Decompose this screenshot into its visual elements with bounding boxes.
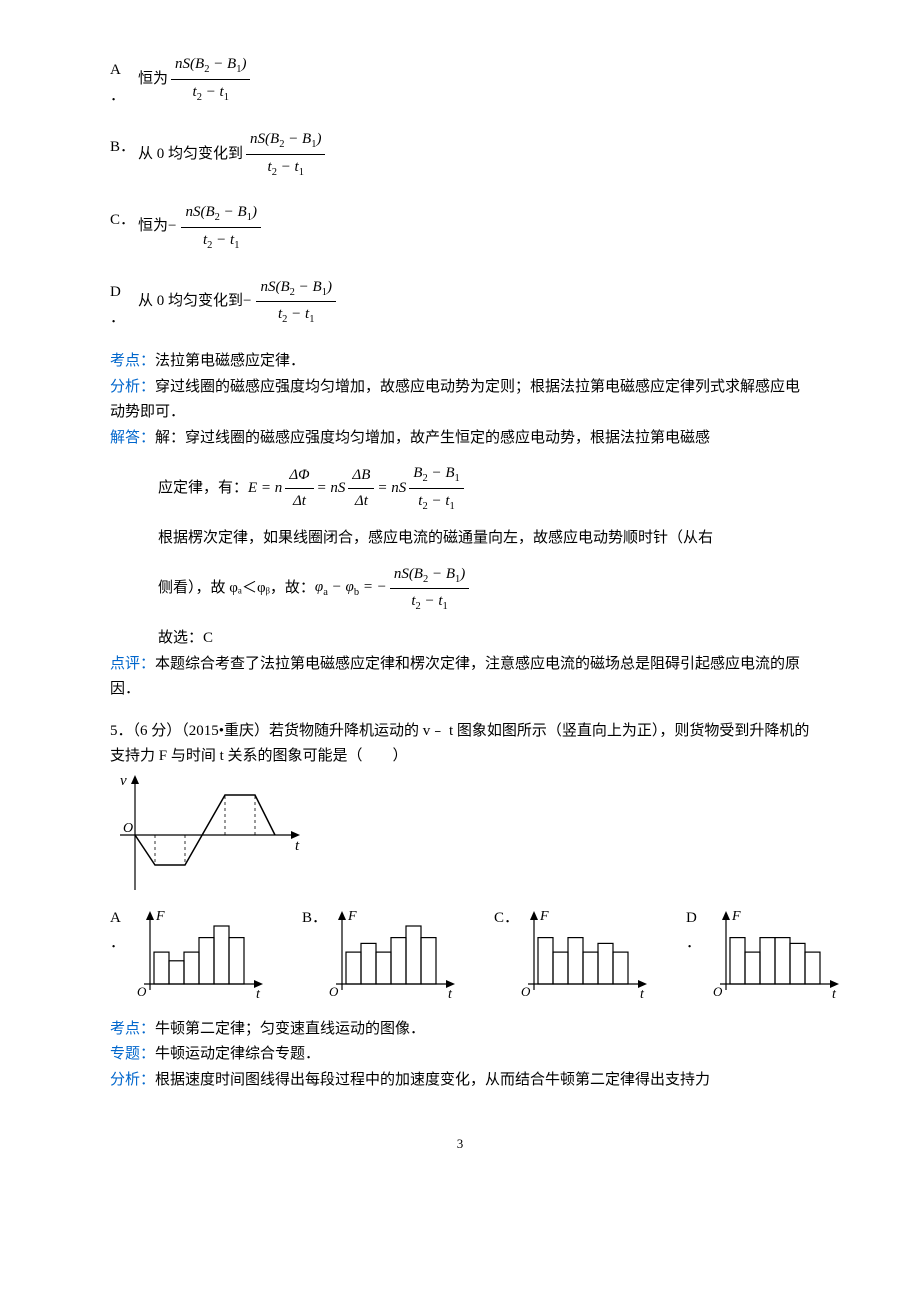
fenxi-label: 分析： [110,379,155,395]
svg-text:O: O [521,984,531,999]
option-A: A ． 恒为 nS(B2 − B1) t2 − t1 [110,50,810,109]
q5-fenxi: 分析：根据速度时间图线得出每段过程中的加速度变化，从而结合牛顿第二定律得出支持力 [110,1068,810,1094]
q5-option-B: B． FtO [302,906,460,1001]
svg-text:v: v [120,773,127,789]
option-D-label: D ． [110,272,138,331]
q4-jieda: 解答：解：穿过线圈的磁感应强度均匀增加，故产生恒定的感应电动势，根据法拉第电磁感 [110,426,810,452]
jieda-text3: 根据楞次定律，如果线圈闭合，感应电流的磁通量向左，故感应电动势顺时针（从右 [110,526,810,552]
kaodian-label: 考点： [110,1021,155,1037]
fraction: nS(B2 − B1) t2 − t1 [171,52,250,107]
option-C-label: C． [110,200,138,234]
q5-options: A． FtO B． FtO C． FtO D． FtO [110,906,810,1001]
svg-text:t: t [640,987,645,1001]
q5-option-D: D． FtO [686,906,844,1001]
option-B-label: B． [110,127,138,161]
option-C-prefix: 恒为 [138,214,168,240]
option-B: B． 从 0 均匀变化到 nS(B2 − B1) t2 − t1 [110,127,810,182]
jieda-answer: 故选：C [110,626,810,652]
svg-text:t: t [295,838,300,854]
svg-text:F: F [731,909,741,924]
q4-kaodian: 考点：法拉第电磁感应定律． [110,349,810,375]
option-B-prefix: 从 0 均匀变化到 [138,142,243,168]
q4-dianping: 点评：本题综合考查了法拉第电磁感应定律和楞次定律，注意感应电流的磁场总是阻碍引起… [110,652,810,703]
q4-fenxi: 分析：穿过线圈的磁感应强度均匀增加，故感应电动势为定则；根据法拉第电磁感应定律列… [110,375,810,426]
fraction: nS(B2 − B1) t2 − t1 [181,200,260,255]
dianping-text: 本题综合考查了法拉第电磁感应定律和楞次定律，注意感应电流的磁场总是阻碍引起感应电… [110,656,800,698]
q5-stem: 5．（6 分）（2015•重庆）若货物随升降机运动的 v﹣ t 图象如图所示（竖… [110,719,810,770]
svg-text:t: t [256,987,261,1001]
q5-kaodian: 考点：牛顿第二定律；匀变速直线运动的图像． [110,1017,810,1043]
svg-text:t: t [832,987,837,1001]
kaodian-label: 考点： [110,353,155,369]
svg-text:O: O [713,984,723,999]
svg-text:F: F [539,909,549,924]
svg-text:F: F [155,909,165,924]
option-A-prefix: 恒为 [138,67,168,93]
kaodian-text: 法拉第电磁感应定律． [155,353,305,369]
ft-graph-A: Ft O [128,906,268,1001]
q5-option-C: C． FtO [494,906,652,1001]
ft-graph-B: Ft O [320,906,460,1001]
option-C: C． 恒为 − nS(B2 − B1) t2 − t1 [110,200,810,255]
fraction: nS(B2 − B1) t2 − t1 [246,127,325,182]
fenxi-text: 穿过线圈的磁感应强度均匀增加，故感应电动势为定则；根据法拉第电磁感应定律列式求解… [110,379,800,421]
option-D-prefix: 从 0 均匀变化到 [138,289,243,315]
q5-zhuanti: 专题：牛顿运动定律综合专题． [110,1042,810,1068]
q5-option-A: A． FtO [110,906,268,1001]
fenxi-label: 分析： [110,1072,155,1088]
svg-text:F: F [347,909,357,924]
svg-text:t: t [448,987,453,1001]
fraction: nS(B2 − B1) t2 − t1 [256,275,335,330]
eq-line-1: 应定律，有： E = n ΔΦ Δt = nS ΔB Δt = nS B2 − … [110,461,810,516]
ft-graph-C: Ft O [512,906,652,1001]
zhuanti-label: 专题： [110,1046,155,1062]
svg-text:O: O [329,984,339,999]
jieda-label: 解答： [110,430,155,446]
ft-graph-D: Ft O [704,906,844,1001]
svg-text:O: O [137,984,147,999]
option-A-label: A ． [110,50,138,109]
page-number: 3 [110,1133,810,1155]
option-D: D ． 从 0 均匀变化到 − nS(B2 − B1) t2 − t1 [110,272,810,331]
vt-graph: v t O [110,770,810,900]
eq-line-2: 侧看），故 φₐ＜φᵦ，故： φa − φb = − nS(B2 − B1) t… [110,562,810,617]
dianping-label: 点评： [110,656,155,672]
jieda-text1: 解：穿过线圈的磁感应强度均匀增加，故产生恒定的感应电动势，根据法拉第电磁感 [155,430,710,446]
svg-text:O: O [123,821,133,836]
